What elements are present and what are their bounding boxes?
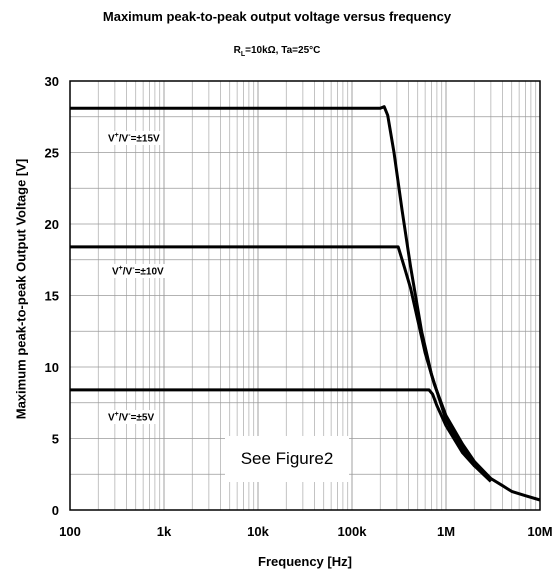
series-label-10v: V+/V-=±10V [109, 264, 167, 279]
y-tick-label: 0 [52, 503, 59, 518]
y-axis-label: Maximum peak-to-peak Output Voltage [V] [13, 158, 29, 420]
chart-subtitle: RL=10kΩ, Ta=25°C [233, 45, 321, 58]
x-tick-label: 10k [247, 524, 269, 539]
x-axis-label: Frequency [Hz] [258, 554, 352, 569]
x-tick-label: 1M [437, 524, 455, 539]
series-line-0 [70, 105, 492, 483]
y-tick-label: 20 [45, 217, 59, 232]
y-tick-label: 25 [45, 146, 59, 161]
series-line-1 [70, 245, 492, 480]
plot-frame [69, 80, 541, 511]
x-tick-label: 100 [59, 524, 81, 539]
y-tick-label: 10 [45, 360, 59, 375]
chart-title: Maximum peak-to-peak output voltage vers… [102, 9, 452, 24]
x-tick-label: 1k [157, 524, 172, 539]
y-tick-label: 30 [45, 74, 59, 89]
see-figure-note: See Figure2 [225, 436, 349, 482]
y-tick-label: 5 [52, 432, 59, 447]
series-line-2 [70, 388, 541, 502]
x-tick-label: 10M [527, 524, 552, 539]
series-label-15v: V+/V-=±15V [105, 131, 163, 146]
series-label-5v: V+/V-=±5V [105, 410, 158, 425]
y-tick-label: 15 [45, 289, 59, 304]
x-tick-label: 100k [338, 524, 368, 539]
